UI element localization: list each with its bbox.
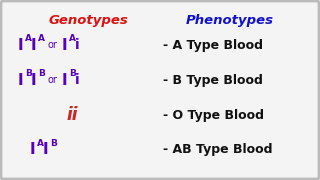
Text: A: A bbox=[38, 33, 45, 42]
Text: I: I bbox=[43, 143, 49, 158]
Text: I: I bbox=[30, 143, 36, 158]
Text: I: I bbox=[31, 37, 36, 53]
Text: - O Type Blood: - O Type Blood bbox=[163, 109, 264, 122]
Text: B: B bbox=[25, 69, 32, 78]
Text: - B Type Blood: - B Type Blood bbox=[163, 73, 263, 87]
Text: - A Type Blood: - A Type Blood bbox=[163, 39, 263, 51]
Text: B: B bbox=[38, 69, 45, 78]
Text: A: A bbox=[25, 33, 32, 42]
Text: B: B bbox=[50, 138, 57, 147]
Text: I: I bbox=[62, 37, 68, 53]
Text: Phenotypes: Phenotypes bbox=[186, 14, 274, 27]
Text: I: I bbox=[62, 73, 68, 87]
Text: I: I bbox=[18, 73, 24, 87]
Text: B: B bbox=[69, 69, 76, 78]
Text: I: I bbox=[18, 37, 24, 53]
Text: I: I bbox=[31, 73, 36, 87]
Text: ii: ii bbox=[66, 106, 78, 124]
Text: Genotypes: Genotypes bbox=[48, 14, 128, 27]
Text: or: or bbox=[47, 40, 57, 50]
Text: i: i bbox=[75, 38, 80, 52]
Text: i: i bbox=[75, 73, 80, 87]
Text: A: A bbox=[37, 138, 44, 147]
Text: A: A bbox=[69, 33, 76, 42]
Text: - AB Type Blood: - AB Type Blood bbox=[163, 143, 273, 156]
Text: or: or bbox=[47, 75, 57, 85]
